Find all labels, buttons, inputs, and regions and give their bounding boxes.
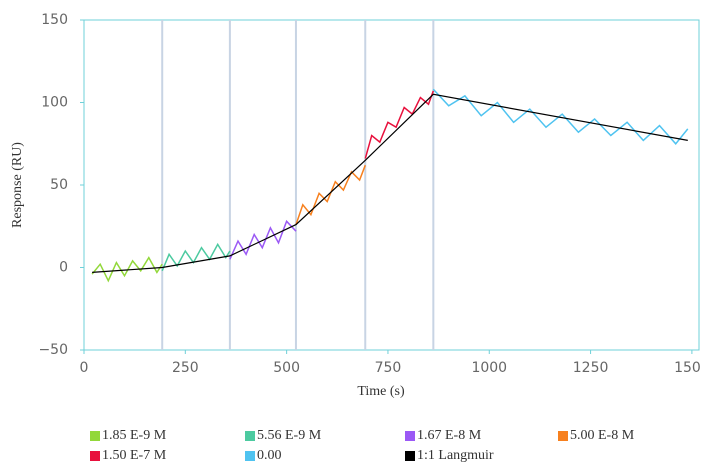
legend-label: 1:1 Langmuir bbox=[417, 448, 494, 463]
series-line bbox=[161, 242, 231, 272]
y-tick-label: 0 bbox=[59, 260, 68, 276]
y-tick-label: −50 bbox=[38, 342, 68, 358]
legend-label: 0.00 bbox=[257, 448, 282, 463]
legend-swatch bbox=[90, 431, 100, 441]
x-tick-label: 1250 bbox=[573, 360, 609, 376]
legend-label: 1.50 E-7 M bbox=[102, 448, 167, 463]
legend-label: 1.67 E-8 M bbox=[417, 428, 482, 443]
y-axis-label: Response (RU) bbox=[10, 142, 25, 228]
y-tick-label: 100 bbox=[41, 95, 68, 111]
legend-swatch bbox=[405, 431, 415, 441]
legend-label: 5.00 E-8 M bbox=[570, 428, 635, 443]
x-axis-label: Time (s) bbox=[357, 384, 405, 399]
x-tick-label: 500 bbox=[273, 360, 300, 376]
legend-swatch bbox=[90, 451, 100, 461]
series-line bbox=[364, 90, 435, 159]
x-tick-label: 250 bbox=[172, 360, 199, 376]
series-line bbox=[91, 256, 163, 283]
legend-swatch bbox=[558, 431, 568, 441]
legend-label: 1.85 E-9 M bbox=[102, 428, 167, 443]
legend-label: 5.56 E-9 M bbox=[257, 428, 322, 443]
series-line bbox=[229, 219, 297, 260]
y-tick-label: 150 bbox=[41, 12, 68, 28]
x-tick-label: 1000 bbox=[471, 360, 507, 376]
legend-swatch bbox=[245, 451, 255, 461]
legend-swatch bbox=[245, 431, 255, 441]
x-tick-label: 750 bbox=[375, 360, 402, 376]
y-tick-label: 50 bbox=[50, 177, 68, 193]
plot-border bbox=[83, 19, 700, 351]
legend-swatch bbox=[405, 451, 415, 461]
x-tick-label: 0 bbox=[80, 360, 89, 376]
series-line bbox=[432, 88, 689, 145]
series-line bbox=[92, 93, 688, 273]
